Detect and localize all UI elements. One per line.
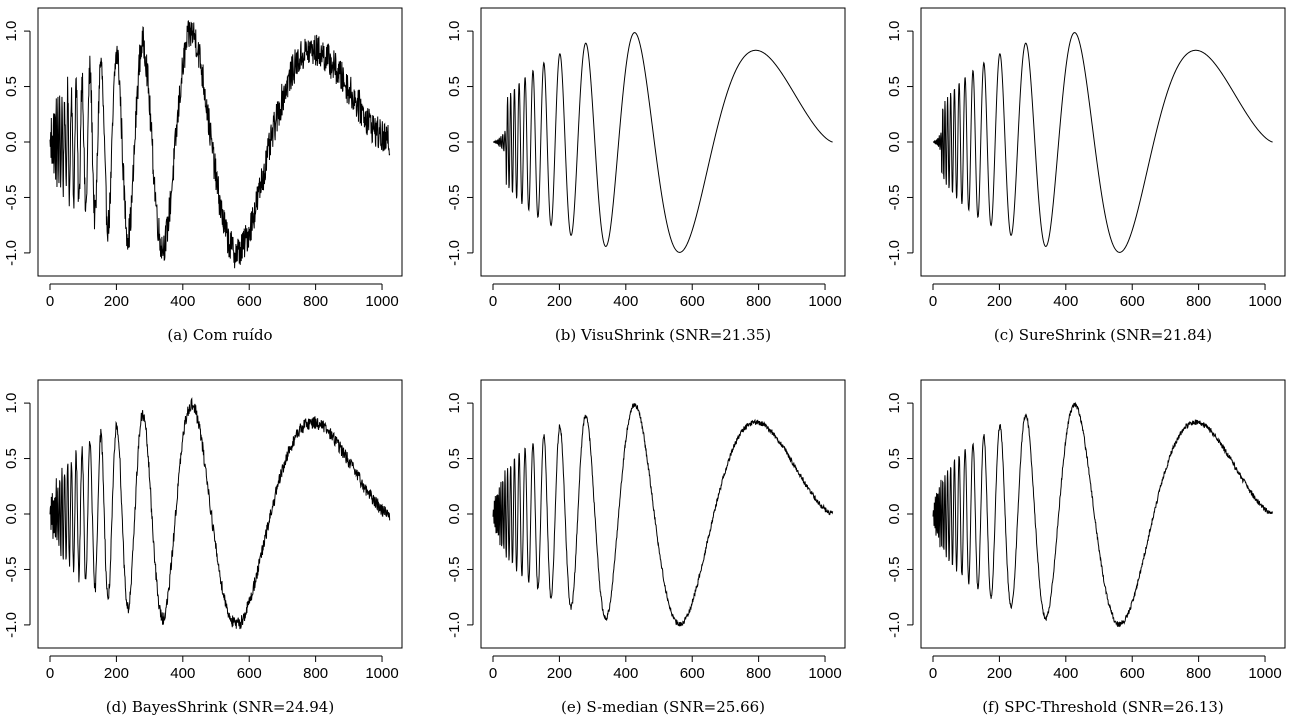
y-tick-label: 0.5: [446, 448, 463, 469]
x-tick-label: 0: [46, 293, 54, 310]
series-line: [932, 32, 1273, 253]
x-tick-label: 800: [746, 293, 771, 310]
x-tick-label: 600: [237, 293, 262, 310]
plot-frame: [920, 7, 1286, 277]
x-tick-label: 400: [613, 293, 638, 310]
y-tick-label: 0.0: [3, 132, 20, 153]
y-tick-label: -0.5: [3, 557, 20, 583]
x-tick-label: 400: [170, 293, 195, 310]
panel-caption: (b) VisuShrink (SNR=21.35): [555, 326, 771, 344]
y-tick-label: -0.5: [886, 185, 903, 211]
x-tick-label: 400: [170, 665, 195, 682]
y-tick-label: 0.5: [3, 76, 20, 97]
panel-5: 0 200 400 600 800 1000 -1.0 -0.5 0.0 0.5 1.0 (e) S-…: [446, 379, 846, 716]
y-tick-label: 1.0: [446, 21, 463, 42]
x-tick-label: 0: [46, 665, 54, 682]
x-tick-label: 400: [613, 665, 638, 682]
x-tick-label: 800: [1186, 665, 1211, 682]
series-line: [492, 403, 834, 627]
x-tick-label: 1000: [365, 293, 398, 310]
x-tick-label: 1000: [1248, 293, 1281, 310]
x-tick-label: 200: [104, 665, 129, 682]
x-tick-label: 0: [489, 665, 497, 682]
x-tick-label: 1000: [365, 665, 398, 682]
plot-frame: [920, 379, 1286, 649]
panel-3: 0 200 400 600 800 1000 -1.0 -0.5 0.0 0.5 1.0 (c) Su…: [886, 7, 1286, 344]
x-tick-label: 600: [1120, 293, 1145, 310]
y-tick-label: -1.0: [3, 240, 20, 266]
panel-caption: (a) Com ruído: [167, 326, 272, 344]
panel-2: 0 200 400 600 800 1000 -1.0 -0.5 0.0 0.5 1.0 (b) Vi…: [446, 7, 846, 344]
y-tick-label: 0.5: [446, 76, 463, 97]
series-line: [492, 32, 833, 253]
y-tick-label: -0.5: [886, 557, 903, 583]
y-tick-label: 0.0: [886, 132, 903, 153]
x-tick-label: 1000: [808, 665, 841, 682]
x-tick-label: 600: [680, 293, 705, 310]
plot-frame: [480, 379, 846, 649]
y-tick-label: -0.5: [3, 185, 20, 211]
y-tick-label: -0.5: [446, 557, 463, 583]
series-line: [49, 397, 391, 630]
y-tick-label: -1.0: [886, 240, 903, 266]
y-tick-label: -1.0: [3, 612, 20, 638]
series-line: [932, 401, 1274, 628]
x-tick-label: 200: [547, 293, 572, 310]
x-tick-label: 0: [929, 665, 937, 682]
x-tick-label: 600: [1120, 665, 1145, 682]
y-tick-label: -1.0: [446, 240, 463, 266]
y-tick-label: 1.0: [3, 393, 20, 414]
x-tick-label: 600: [237, 665, 262, 682]
panel-caption: (e) S-median (SNR=25.66): [561, 698, 765, 716]
plot-frame: [37, 7, 403, 277]
x-tick-label: 400: [1053, 293, 1078, 310]
x-tick-label: 400: [1053, 665, 1078, 682]
x-tick-label: 800: [303, 665, 328, 682]
x-tick-label: 200: [987, 293, 1012, 310]
y-tick-label: 1.0: [886, 393, 903, 414]
y-tick-label: 0.0: [3, 504, 20, 525]
panel-caption: (f) SPC-Threshold (SNR=26.13): [982, 698, 1224, 716]
y-tick-label: -1.0: [446, 612, 463, 638]
panel-1: 0 200 400 600 800 1000 -1.0 -0.5 0.0 0.5 1.0 (a) Co…: [3, 7, 403, 344]
plot-frame: [37, 379, 403, 649]
x-tick-label: 200: [547, 665, 572, 682]
y-tick-label: 1.0: [3, 21, 20, 42]
panel-caption: (d) BayesShrink (SNR=24.94): [106, 698, 334, 716]
x-tick-label: 600: [680, 665, 705, 682]
x-tick-label: 0: [489, 293, 497, 310]
plot-frame: [480, 7, 846, 277]
y-tick-label: 0.0: [886, 504, 903, 525]
x-tick-label: 1000: [1248, 665, 1281, 682]
x-tick-label: 800: [1186, 293, 1211, 310]
x-tick-label: 800: [303, 293, 328, 310]
x-tick-label: 200: [104, 293, 129, 310]
y-tick-label: 0.0: [446, 132, 463, 153]
panel-6: 0 200 400 600 800 1000 -1.0 -0.5 0.0 0.5 1.0 (f) SP…: [886, 379, 1286, 716]
panel-4: 0 200 400 600 800 1000 -1.0 -0.5 0.0 0.5 1.0 (d) Ba…: [3, 379, 403, 716]
panel-caption: (c) SureShrink (SNR=21.84): [994, 326, 1212, 344]
series-line: [49, 20, 391, 269]
y-tick-label: -1.0: [886, 612, 903, 638]
y-tick-label: 0.5: [886, 76, 903, 97]
y-tick-label: 1.0: [886, 21, 903, 42]
y-tick-label: 0.5: [886, 448, 903, 469]
x-tick-label: 200: [987, 665, 1012, 682]
x-tick-label: 800: [746, 665, 771, 682]
y-tick-label: 1.0: [446, 393, 463, 414]
x-tick-label: 1000: [808, 293, 841, 310]
x-tick-label: 0: [929, 293, 937, 310]
y-tick-label: -0.5: [446, 185, 463, 211]
y-tick-label: 0.0: [446, 504, 463, 525]
y-tick-label: 0.5: [3, 448, 20, 469]
